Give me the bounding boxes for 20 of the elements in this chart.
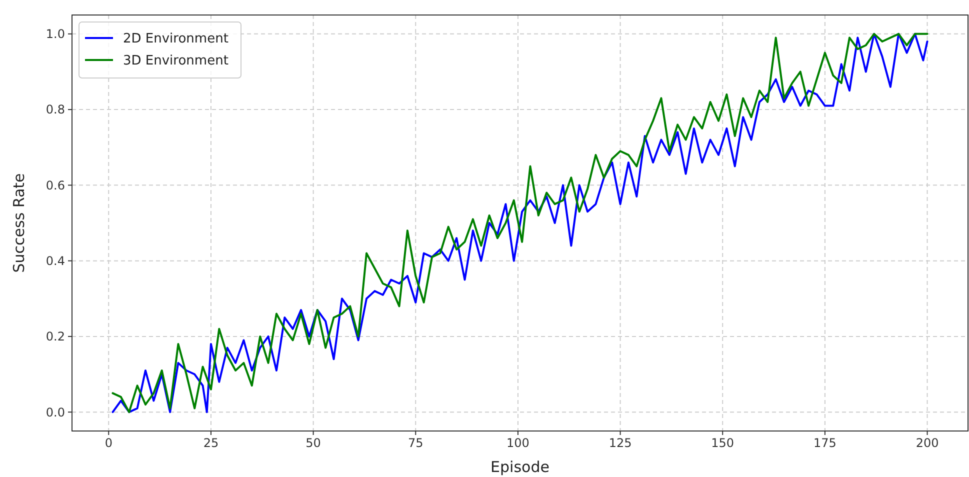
y-tick-label: 0.0 [46,405,65,420]
x-tick-label: 0 [104,436,112,450]
x-tick-label: 100 [506,436,530,450]
x-tick-label: 25 [203,436,219,450]
x-tick-label: 200 [916,436,939,450]
legend-label: 3D Environment [123,54,228,69]
x-tick-label: 50 [306,436,321,450]
y-tick-label: 0.2 [46,330,65,344]
x-axis-title: Episode [490,458,550,476]
legend-label: 2D Environment [123,32,228,47]
x-tick-label: 75 [408,436,424,450]
y-tick-label: 1.0 [46,27,65,42]
y-tick-label: 0.8 [46,102,65,117]
y-tick-label: 0.4 [46,254,65,268]
line-series [112,32,928,414]
y-tick-label: 0.6 [46,178,65,192]
x-tick-label: 125 [608,436,632,450]
y-axis-title: Success Rate [10,173,28,273]
x-tick-label: 150 [711,436,734,450]
x-tick-label: 175 [813,436,836,450]
